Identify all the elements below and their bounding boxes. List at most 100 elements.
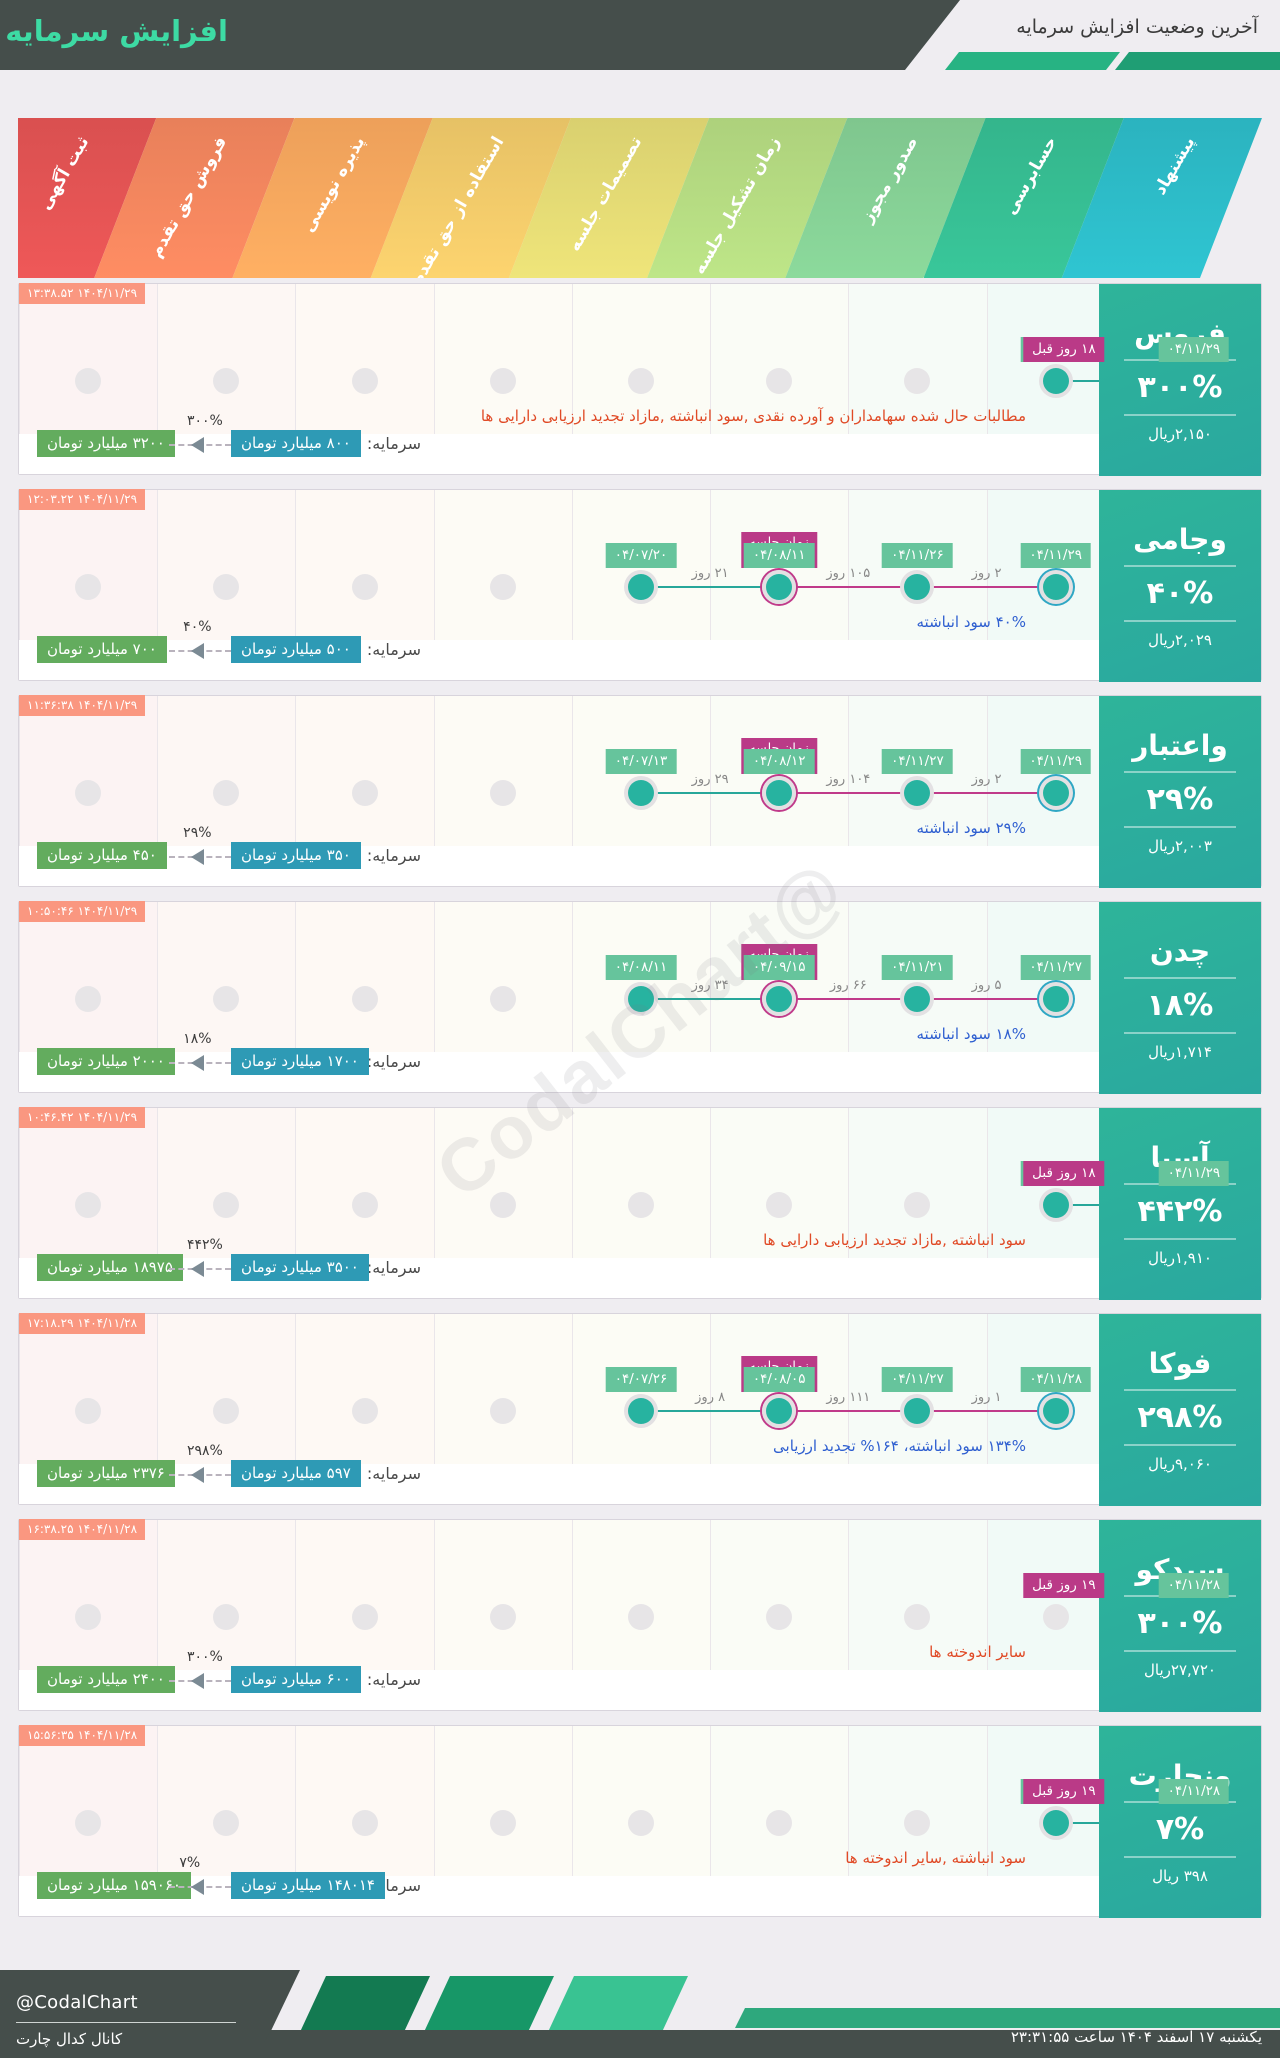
stage-node-empty[interactable] xyxy=(213,1810,240,1836)
stage-node-empty[interactable] xyxy=(489,780,516,806)
stage-node-empty[interactable] xyxy=(489,986,516,1012)
company-card[interactable]: وجامی ۴۰% ۲,۰۲۹ریال xyxy=(1099,490,1261,682)
stage-node-empty[interactable] xyxy=(766,368,793,394)
company-name: واعتبار xyxy=(1132,729,1228,762)
stage-node-current[interactable] xyxy=(1042,986,1069,1012)
stage-node-empty[interactable] xyxy=(75,1192,102,1218)
stage-node-empty[interactable] xyxy=(351,368,378,394)
stage-node-empty[interactable] xyxy=(75,1810,102,1836)
capital-increase-row[interactable]: ۱۴۰۴/۱۱/۲۹ ۱۰:۴۶.۴۲ آسیا ۴۴۲% ۱,۹۱۰ریال ۰۴/۱… xyxy=(18,1107,1262,1300)
stage-node-empty[interactable] xyxy=(75,986,102,1012)
stage-node-empty[interactable] xyxy=(213,1192,240,1218)
company-card[interactable]: آسیا ۴۴۲% ۱,۹۱۰ریال xyxy=(1099,1108,1261,1300)
stage-node-done[interactable] xyxy=(1042,1810,1069,1836)
stage-node-done[interactable] xyxy=(904,574,931,600)
capital-increase-row[interactable]: ۱۴۰۴/۱۱/۲۹ ۱۱:۳۶:۳۸ واعتبار ۲۹% ۲,۰۰۳ریال زم… xyxy=(18,695,1262,888)
stage-date-tag: ۰۴/۰۷/۱۳ xyxy=(605,749,677,774)
company-name: فوکا xyxy=(1148,1347,1212,1380)
stage-node-empty[interactable] xyxy=(1042,1604,1069,1630)
stage-node-empty[interactable] xyxy=(628,1192,654,1218)
stage-node-empty[interactable] xyxy=(75,780,102,806)
stage-node-empty[interactable] xyxy=(213,1398,240,1424)
footer-bar-a xyxy=(300,1976,430,2032)
stage-node-empty[interactable] xyxy=(489,574,516,600)
stage-node-done[interactable] xyxy=(628,780,654,806)
capital-increase-row[interactable]: ۱۴۰۴/۱۱/۲۹ ۱۲:۰۳.۲۲ وجامی ۴۰% ۲,۰۲۹ریال زمان… xyxy=(18,489,1262,682)
column-separator xyxy=(157,1108,159,1258)
increase-percent: ۴۴۲% xyxy=(1137,1194,1223,1229)
stage-node-empty[interactable] xyxy=(213,574,240,600)
stage-node-empty[interactable] xyxy=(766,1810,793,1836)
stage-connector xyxy=(641,792,780,794)
stage-node-done[interactable] xyxy=(1042,368,1069,394)
capital-old-value: ۵۹۷ میلیارد تومان xyxy=(231,1460,361,1487)
stage-node-empty[interactable] xyxy=(351,1398,378,1424)
stage-node-empty[interactable] xyxy=(351,1604,378,1630)
stage-node-done[interactable] xyxy=(766,574,793,600)
capital-increase-row[interactable]: ۱۴۰۴/۱۱/۲۹ ۱۳:۳۸.۵۲ فروس ۳۰۰% ۲,۱۵۰ریال ۰۴/۱… xyxy=(18,283,1262,476)
capital-increase-row[interactable]: ۱۴۰۴/۱۱/۲۸ ۱۵:۵۶:۳۵ ونجارت ۷% ۳۹۸ ریال ۰۴/۱۱… xyxy=(18,1725,1262,1918)
stage-node-empty[interactable] xyxy=(351,780,378,806)
stage-node-empty[interactable] xyxy=(351,1810,378,1836)
stage-node-empty[interactable] xyxy=(489,1810,516,1836)
stage-node-empty[interactable] xyxy=(213,986,240,1012)
capital-increase-row[interactable]: ۱۴۰۴/۱۱/۲۹ ۱۰:۵۰:۴۶ چدن ۱۸% ۱,۷۱۴ریال زمان ج… xyxy=(18,901,1262,1094)
company-card[interactable]: سیدکو ۳۰۰% ۲۷,۷۲۰ریال xyxy=(1099,1520,1261,1712)
stage-node-empty[interactable] xyxy=(489,1192,516,1218)
stage-node-empty[interactable] xyxy=(628,1604,654,1630)
company-card[interactable]: فوکا ۲۹۸% ۹,۰۶۰ریال xyxy=(1099,1314,1261,1506)
stage-node-empty[interactable] xyxy=(489,1604,516,1630)
company-card[interactable]: واعتبار ۲۹% ۲,۰۰۳ریال xyxy=(1099,696,1261,888)
stage-node-empty[interactable] xyxy=(628,368,654,394)
stage-track: زمان جلسه۰۴/۱۲/۱۳۰۴/۰۷/۱۳۰۴/۰۸/۱۲۰۴/۱۱/۲… xyxy=(19,696,1207,888)
stage-node-empty[interactable] xyxy=(489,1398,516,1424)
capital-new-value: ۲۰۰۰ میلیارد تومان xyxy=(37,1048,175,1075)
stage-node-done[interactable] xyxy=(766,986,793,1012)
stage-node-done[interactable] xyxy=(628,1398,654,1424)
column-separator xyxy=(19,696,20,846)
stage-node-empty[interactable] xyxy=(75,1604,102,1630)
stage-node-empty[interactable] xyxy=(489,368,516,394)
stage-node-empty[interactable] xyxy=(213,368,240,394)
gap-days-label: ۸ روز xyxy=(695,1390,726,1405)
capital-increase-row[interactable]: ۱۴۰۴/۱۱/۲۸ ۱۷:۱۸.۲۹ فوکا ۲۹۸% ۹,۰۶۰ریال زمان… xyxy=(18,1313,1262,1506)
stage-node-done[interactable] xyxy=(904,1398,931,1424)
stage-node-done[interactable] xyxy=(628,574,654,600)
share-price: ۹,۰۶۰ریال xyxy=(1148,1455,1212,1473)
stage-node-empty[interactable] xyxy=(628,1810,654,1836)
header-accent-bar-1 xyxy=(945,52,1120,70)
stage-node-empty[interactable] xyxy=(75,368,102,394)
column-separator xyxy=(571,1520,573,1670)
stage-node-empty[interactable] xyxy=(351,574,378,600)
stage-node-done[interactable] xyxy=(628,986,654,1012)
stage-node-empty[interactable] xyxy=(213,780,240,806)
stage-node-empty[interactable] xyxy=(351,1192,378,1218)
stage-node-empty[interactable] xyxy=(904,1192,931,1218)
stage-node-done[interactable] xyxy=(904,780,931,806)
column-separator xyxy=(157,902,159,1052)
stage-node-empty[interactable] xyxy=(213,1604,240,1630)
stage-node-current[interactable] xyxy=(1042,780,1069,806)
stage-node-empty[interactable] xyxy=(75,574,102,600)
stage-node-done[interactable] xyxy=(1042,1192,1069,1218)
stage-label: پیشنهاد xyxy=(1149,133,1200,199)
stage-node-empty[interactable] xyxy=(351,986,378,1012)
stage-node-done[interactable] xyxy=(904,986,931,1012)
stage-node-empty[interactable] xyxy=(904,1604,931,1630)
capital-increase-row[interactable]: ۱۴۰۴/۱۱/۲۸ ۱۶:۳۸.۲۵ سیدکو ۳۰۰% ۲۷,۷۲۰ریال ۰۴… xyxy=(18,1519,1262,1712)
stage-node-current[interactable] xyxy=(1042,574,1069,600)
stage-node-empty[interactable] xyxy=(75,1398,102,1424)
stage-node-current[interactable] xyxy=(1042,1398,1069,1424)
capital-bar: سرمایه: ۸۰۰ میلیارد تومان ۳۲۰۰ میلیارد توم… xyxy=(19,413,1101,460)
stage-node-empty[interactable] xyxy=(766,1604,793,1630)
stage-node-empty[interactable] xyxy=(904,368,931,394)
company-card[interactable]: چدن ۱۸% ۱,۷۱۴ریال xyxy=(1099,902,1261,1094)
stage-node-done[interactable] xyxy=(766,780,793,806)
company-card[interactable]: فروس ۳۰۰% ۲,۱۵۰ریال xyxy=(1099,284,1261,476)
stage-label: فروش حق تقدم xyxy=(146,133,232,261)
stage-node-empty[interactable] xyxy=(766,1192,793,1218)
gap-days-label: ۲ روز xyxy=(971,566,1002,581)
stage-node-empty[interactable] xyxy=(904,1810,931,1836)
company-card[interactable]: ونجارت ۷% ۳۹۸ ریال xyxy=(1099,1726,1261,1918)
stage-node-done[interactable] xyxy=(766,1398,793,1424)
